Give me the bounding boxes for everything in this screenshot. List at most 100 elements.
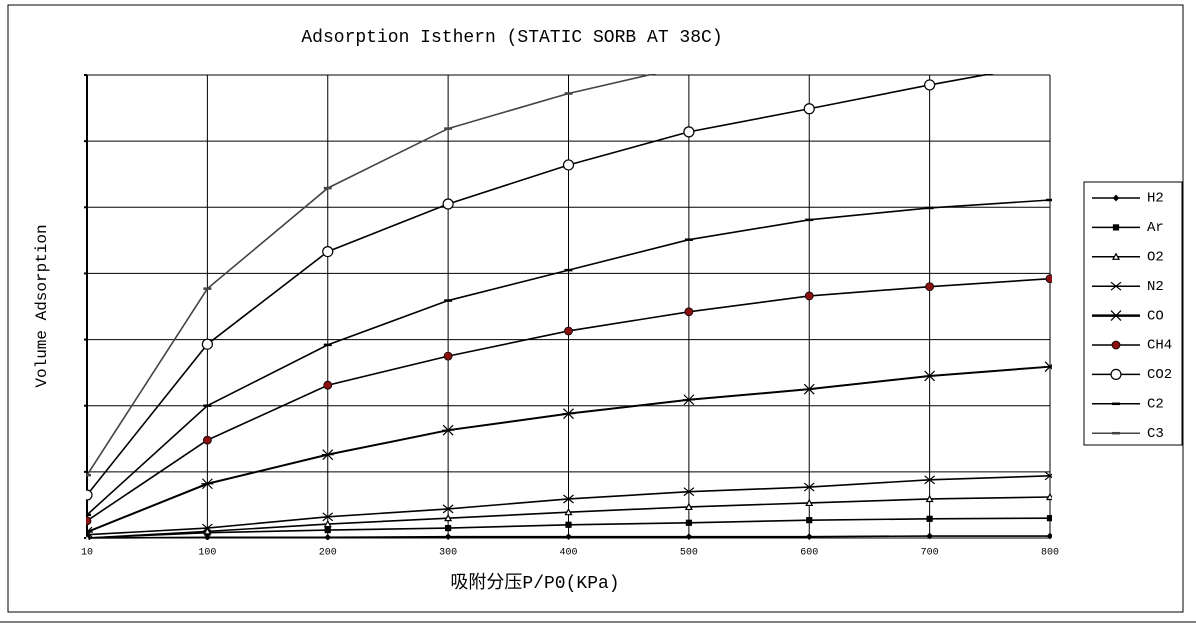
marker-part — [1110, 310, 1122, 322]
marker — [1111, 252, 1121, 260]
marker-part — [926, 515, 933, 522]
marker — [803, 482, 815, 492]
marker — [203, 527, 212, 535]
marker — [926, 515, 933, 522]
legend-label: C2 — [1147, 397, 1164, 413]
marker — [86, 489, 93, 501]
marker — [803, 383, 816, 395]
marker — [1045, 274, 1052, 284]
legend-label: CO — [1147, 308, 1164, 324]
marker-part — [86, 526, 93, 538]
marker-part — [1046, 515, 1052, 522]
marker — [321, 449, 334, 461]
marker-part — [1110, 368, 1122, 380]
marker — [442, 424, 455, 436]
series — [86, 532, 1052, 540]
marker-part — [442, 504, 454, 514]
marker-part — [323, 380, 333, 390]
marker-part — [562, 159, 575, 171]
marker — [1110, 281, 1122, 291]
marker — [683, 487, 695, 497]
marker-part — [565, 533, 572, 540]
marker — [684, 307, 694, 317]
marker — [1112, 194, 1120, 202]
marker-part — [564, 507, 573, 516]
x-tick-label: 600 — [800, 548, 818, 559]
marker-part — [1044, 361, 1052, 373]
x-tick-label: 100 — [198, 548, 216, 559]
legend-box — [1083, 181, 1183, 446]
marker-part — [925, 494, 934, 503]
marker — [805, 498, 814, 507]
marker — [806, 517, 813, 524]
marker — [322, 512, 334, 522]
marker — [324, 533, 332, 540]
marker — [1044, 471, 1052, 481]
marker-part — [323, 519, 332, 528]
marker — [1046, 515, 1052, 522]
marker-part — [1044, 471, 1052, 481]
marker — [805, 533, 813, 540]
marker-part — [682, 394, 695, 406]
series — [86, 74, 657, 477]
marker-part — [564, 326, 573, 336]
series — [86, 361, 1052, 538]
marker-part — [803, 482, 815, 492]
marker — [201, 338, 213, 350]
marker-part — [201, 338, 213, 350]
series — [86, 492, 1052, 540]
marker-part — [926, 532, 933, 540]
marker-part — [202, 523, 213, 533]
marker-part — [86, 489, 93, 501]
marker-part — [1112, 194, 1120, 202]
marker — [685, 533, 693, 540]
marker — [86, 533, 91, 540]
marker — [562, 159, 575, 171]
marker — [564, 326, 573, 336]
legend-label: Ar — [1147, 220, 1164, 236]
marker — [322, 246, 334, 258]
marker — [1110, 368, 1122, 380]
marker-part — [1045, 58, 1055, 68]
marker — [683, 126, 695, 138]
marker — [804, 291, 814, 301]
marker-part — [804, 291, 814, 301]
marker — [202, 523, 213, 533]
marker — [445, 524, 452, 532]
marker-part — [202, 435, 212, 445]
chart-title: Adsorption Isthern (STATIC SORB AT 38C) — [301, 28, 722, 48]
marker — [1045, 58, 1055, 68]
marker-part — [442, 198, 454, 210]
marker — [924, 79, 936, 91]
series — [86, 274, 1052, 526]
marker — [923, 370, 936, 382]
x-tick-label: 10 — [81, 548, 93, 559]
marker-part — [684, 307, 694, 317]
marker — [1110, 310, 1122, 322]
marker — [201, 478, 214, 490]
marker-part — [1112, 224, 1120, 231]
marker — [442, 198, 454, 210]
marker-part — [924, 79, 936, 91]
marker — [1111, 340, 1121, 350]
marker — [926, 532, 933, 540]
x-tick-label: 400 — [559, 548, 577, 559]
legend-label: O2 — [1147, 250, 1164, 266]
legend-label: C3 — [1147, 426, 1164, 442]
x-axis-label: 吸附分压P/P0(KPa) — [450, 572, 619, 594]
marker-part — [562, 408, 575, 420]
x-tick-label: 700 — [921, 548, 939, 559]
marker — [682, 394, 695, 406]
marker — [925, 494, 934, 503]
marker — [925, 282, 935, 292]
marker-part — [1045, 492, 1052, 501]
marker — [565, 521, 572, 528]
marker-part — [1111, 252, 1121, 260]
marker — [684, 502, 693, 511]
marker — [1046, 532, 1052, 540]
x-tick-label: 800 — [1041, 548, 1059, 559]
marker-part — [324, 526, 331, 534]
marker — [1112, 224, 1120, 231]
marker — [564, 507, 573, 516]
